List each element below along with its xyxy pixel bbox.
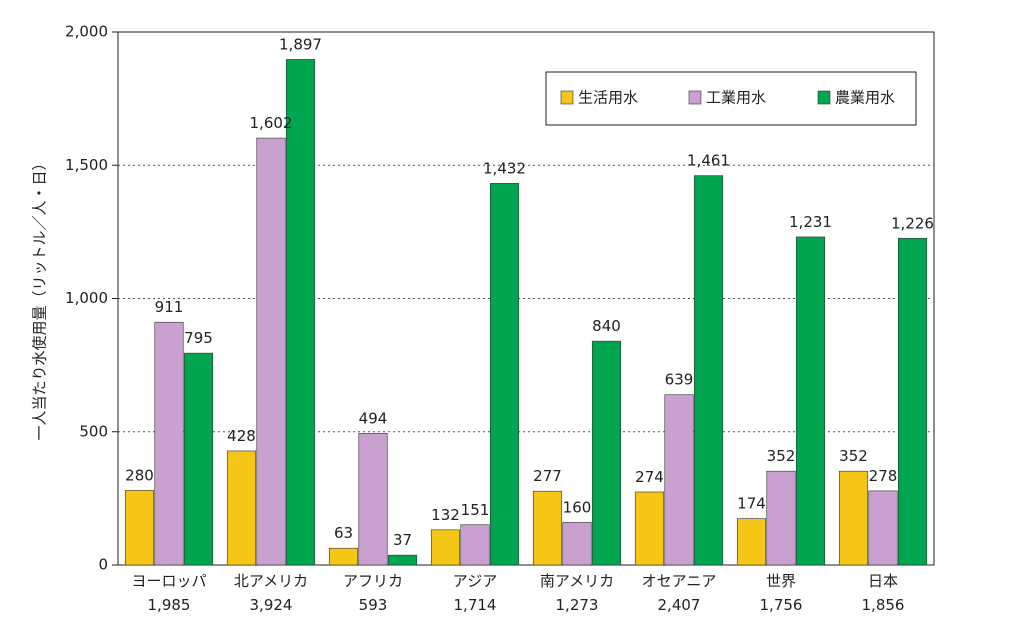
bar-agricultural: [387, 554, 418, 566]
legend-swatch-industrial: [688, 90, 702, 105]
category-total: 1,714: [454, 596, 497, 614]
data-label: 151: [461, 501, 490, 519]
data-label: 1,432: [483, 159, 526, 177]
data-label: 1,231: [789, 213, 832, 231]
data-label: 37: [393, 531, 412, 549]
bar-industrial: [358, 433, 388, 566]
bar-domestic: [532, 490, 563, 566]
y-axis-label: 一人当たり水使用量（リットル／人・日）: [31, 155, 49, 440]
bar-domestic: [736, 518, 767, 566]
legend-label-domestic: 生活用水: [578, 89, 638, 107]
data-label: 911: [155, 298, 184, 316]
category-labels: ヨーロッパ 1,985 北アメリカ 3,924 アフリカ 593 アジア 1,714 南アメリカ…: [131, 572, 904, 614]
data-label: 639: [665, 371, 694, 389]
data-label: 352: [767, 447, 796, 465]
data-label: 428: [227, 427, 256, 445]
y-tick-label: 2,000: [65, 23, 108, 41]
bars: [124, 59, 928, 566]
y-tick-label: 1,500: [65, 156, 108, 174]
legend-swatch-agricultural: [817, 90, 831, 105]
category-total: 2,407: [658, 596, 701, 614]
category-total: 1,856: [862, 596, 905, 614]
data-label: 1,461: [687, 152, 730, 170]
category-label: アジア: [453, 572, 497, 590]
category-label: 日本: [868, 572, 898, 590]
bar-domestic: [634, 491, 665, 566]
y-tick-label: 500: [79, 422, 108, 440]
category-label: オセアニア: [642, 572, 717, 590]
data-label: 280: [125, 466, 154, 484]
y-tick-label: 1,000: [65, 289, 108, 307]
bar-domestic: [430, 529, 461, 566]
legend-label-agricultural: 農業用水: [835, 89, 895, 107]
bar-agricultural: [285, 59, 316, 566]
bar-industrial: [562, 522, 592, 566]
bar-agricultural: [183, 352, 214, 566]
bar-domestic: [838, 470, 869, 566]
bar-agricultural: [489, 183, 520, 566]
category-label: 北アメリカ: [234, 572, 308, 590]
legend-box: [545, 71, 917, 126]
bar-industrial: [460, 524, 490, 566]
bar-domestic: [328, 547, 359, 566]
bar-industrial: [256, 137, 286, 566]
legend: 生活用水 工業用水 農業用水: [545, 71, 917, 126]
y-tick-label: 0: [98, 556, 108, 574]
legend-label-industrial: 工業用水: [706, 89, 766, 107]
bar-domestic: [124, 490, 155, 566]
data-label: 1,897: [279, 35, 322, 53]
data-label: 274: [635, 468, 664, 486]
legend-swatch-domestic: [560, 90, 574, 105]
category-total: 593: [359, 596, 388, 614]
bar-industrial: [868, 490, 898, 566]
data-label: 795: [184, 329, 213, 347]
data-label: 278: [869, 467, 898, 485]
category-total: 1,273: [556, 596, 599, 614]
bar-domestic: [226, 450, 257, 566]
category-label: 世界: [766, 572, 796, 590]
bar-industrial: [664, 394, 694, 566]
bar-agricultural: [897, 237, 928, 566]
data-label: 174: [737, 495, 766, 513]
category-total: 3,924: [250, 596, 293, 614]
data-label: 494: [359, 409, 388, 427]
data-label: 63: [334, 524, 353, 542]
data-label: 1,602: [250, 114, 293, 132]
category-total: 1,756: [760, 596, 803, 614]
category-total: 1,985: [148, 596, 191, 614]
bar-agricultural: [795, 236, 826, 566]
data-label: 840: [592, 317, 621, 335]
data-label: 352: [839, 447, 868, 465]
data-label: 277: [533, 467, 562, 485]
category-label: ヨーロッパ: [131, 572, 206, 590]
bar-industrial: [154, 321, 184, 566]
category-label: 南アメリカ: [540, 572, 614, 590]
y-axis: 0 500 1,000 1,500 2,000: [65, 23, 118, 574]
data-label: 132: [431, 506, 460, 524]
bar-agricultural: [693, 175, 724, 566]
data-label: 160: [563, 498, 592, 516]
bar-agricultural: [591, 340, 622, 566]
bar-industrial: [766, 470, 796, 566]
category-label: アフリカ: [343, 572, 403, 590]
data-label: 1,226: [891, 214, 934, 232]
